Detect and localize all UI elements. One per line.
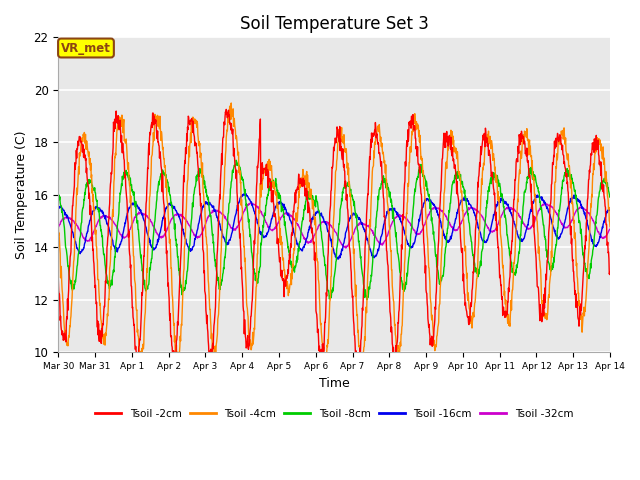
Tsoil -2cm xyxy=(493,228,500,233)
X-axis label: Time: Time xyxy=(319,377,349,390)
Line: Tsoil -32cm: Tsoil -32cm xyxy=(58,203,610,248)
Line: Tsoil -8cm: Tsoil -8cm xyxy=(58,160,610,300)
Tsoil -2cm xyxy=(222,107,230,112)
Tsoil -8cm xyxy=(54,192,62,197)
Tsoil -16cm xyxy=(177,220,185,226)
Tsoil -4cm xyxy=(54,221,62,227)
Tsoil -32cm xyxy=(164,226,172,231)
Tsoil -32cm xyxy=(541,202,549,207)
Tsoil -16cm xyxy=(239,193,246,199)
Tsoil -16cm xyxy=(420,200,428,206)
Tsoil -16cm xyxy=(606,207,614,213)
Tsoil -16cm xyxy=(493,204,500,209)
Tsoil -2cm xyxy=(177,250,185,256)
Tsoil -8cm xyxy=(420,173,428,179)
Tsoil -4cm xyxy=(358,367,366,373)
Tsoil -8cm xyxy=(164,180,172,185)
Tsoil -32cm xyxy=(493,225,500,231)
Tsoil -4cm xyxy=(606,224,614,229)
Line: Tsoil -2cm: Tsoil -2cm xyxy=(58,109,610,372)
Tsoil -16cm xyxy=(54,204,62,210)
Tsoil -32cm xyxy=(177,211,185,217)
Tsoil -2cm xyxy=(239,303,247,309)
Y-axis label: Soil Temperature (C): Soil Temperature (C) xyxy=(15,131,28,259)
Tsoil -4cm xyxy=(420,185,428,191)
Tsoil -2cm xyxy=(54,275,62,281)
Tsoil -2cm xyxy=(541,300,549,305)
Tsoil -8cm xyxy=(363,297,371,302)
Tsoil -8cm xyxy=(606,193,614,199)
Tsoil -32cm xyxy=(342,245,349,251)
Line: Tsoil -16cm: Tsoil -16cm xyxy=(58,194,610,259)
Tsoil -32cm xyxy=(606,226,614,232)
Tsoil -8cm xyxy=(177,285,185,290)
Tsoil -2cm xyxy=(606,272,614,277)
Tsoil -4cm xyxy=(227,100,235,106)
Tsoil -8cm xyxy=(541,237,549,242)
Title: Soil Temperature Set 3: Soil Temperature Set 3 xyxy=(240,15,429,33)
Tsoil -8cm xyxy=(493,175,500,180)
Tsoil -16cm xyxy=(241,191,249,197)
Tsoil -2cm xyxy=(164,268,172,274)
Tsoil -16cm xyxy=(335,256,342,262)
Tsoil -8cm xyxy=(239,176,247,182)
Tsoil -16cm xyxy=(164,204,172,210)
Text: VR_met: VR_met xyxy=(61,41,111,55)
Tsoil -4cm xyxy=(164,200,172,206)
Tsoil -4cm xyxy=(541,316,549,322)
Tsoil -32cm xyxy=(247,200,255,206)
Tsoil -32cm xyxy=(420,222,428,228)
Tsoil -8cm xyxy=(232,157,240,163)
Tsoil -4cm xyxy=(239,228,247,233)
Tsoil -32cm xyxy=(54,224,62,230)
Legend: Tsoil -2cm, Tsoil -4cm, Tsoil -8cm, Tsoil -16cm, Tsoil -32cm: Tsoil -2cm, Tsoil -4cm, Tsoil -8cm, Tsoi… xyxy=(91,405,577,423)
Tsoil -4cm xyxy=(177,326,185,332)
Tsoil -32cm xyxy=(239,211,246,217)
Tsoil -2cm xyxy=(317,370,324,375)
Line: Tsoil -4cm: Tsoil -4cm xyxy=(58,103,610,370)
Tsoil -4cm xyxy=(493,173,500,179)
Tsoil -16cm xyxy=(541,201,549,206)
Tsoil -2cm xyxy=(420,251,428,256)
